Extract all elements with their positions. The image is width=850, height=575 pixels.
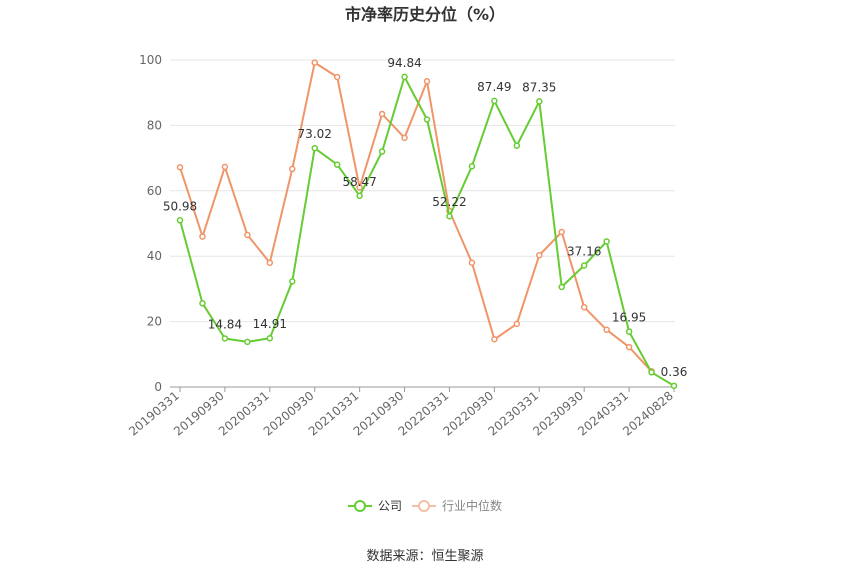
data-point[interactable] (333, 73, 341, 81)
data-point[interactable] (536, 251, 543, 259)
data-point[interactable] (266, 334, 274, 342)
data-point[interactable] (356, 184, 363, 191)
legend-label: 行业中位数 (442, 498, 502, 513)
data-point[interactable] (221, 335, 229, 342)
data-point[interactable] (468, 259, 476, 266)
data-label: 87.49 (477, 80, 511, 94)
data-point[interactable] (199, 233, 206, 240)
y-tick-label: 40 (147, 249, 162, 263)
data-source-note: 数据来源：恒生聚源 (366, 549, 483, 564)
data-label: 0.36 (661, 365, 688, 379)
x-tick-label: 20240828 (620, 389, 676, 439)
legend-marker (354, 500, 366, 512)
data-point[interactable] (244, 338, 251, 346)
data-point[interactable] (221, 163, 229, 171)
data-point[interactable] (603, 326, 610, 334)
data-point[interactable] (513, 320, 521, 328)
data-point[interactable] (176, 217, 184, 224)
data-point[interactable] (423, 116, 431, 123)
data-point[interactable] (289, 165, 296, 173)
data-point[interactable] (446, 212, 453, 220)
data-point[interactable] (311, 59, 318, 66)
grid-layer (170, 59, 675, 323)
data-label: 94.84 (387, 56, 421, 70)
series-line-0 (179, 75, 675, 387)
data-point[interactable] (423, 78, 431, 85)
data-point[interactable] (536, 98, 543, 105)
data-point[interactable] (199, 300, 206, 307)
y-tick-label: 80 (147, 118, 162, 132)
data-point[interactable] (491, 336, 498, 343)
data-point[interactable] (648, 369, 655, 376)
legend-item-1[interactable]: 行业中位数 (412, 498, 502, 513)
y-tick-label: 20 (147, 315, 162, 329)
legend-item-0[interactable]: 公司 (348, 499, 402, 513)
data-label: 16.95 (612, 311, 646, 325)
data-point[interactable] (491, 97, 498, 105)
data-point[interactable] (244, 231, 251, 239)
data-point[interactable] (468, 163, 476, 170)
series-line-1 (179, 61, 653, 372)
data-point[interactable] (670, 382, 678, 390)
series-layer (176, 59, 678, 390)
data-point[interactable] (378, 110, 386, 118)
data-label: 50.98 (163, 199, 197, 213)
data-label: 14.84 (208, 317, 242, 331)
data-label: 87.35 (522, 80, 556, 94)
y-tick-label: 0 (154, 380, 162, 394)
data-label: 14.91 (253, 317, 287, 331)
data-point[interactable] (266, 259, 274, 266)
data-point[interactable] (289, 278, 296, 285)
data-label-layer: 50.98 14.84 14.91 73.02 58.47 94.84 52.22 87.49… (163, 56, 688, 379)
data-point[interactable] (625, 343, 633, 351)
data-point[interactable] (558, 283, 565, 291)
data-point[interactable] (513, 142, 521, 149)
data-point[interactable] (176, 164, 184, 171)
data-point[interactable] (333, 161, 341, 168)
legend[interactable]: 公司 行业中位数 (348, 498, 502, 513)
data-point[interactable] (625, 328, 633, 335)
data-point[interactable] (401, 73, 408, 81)
legend-label: 公司 (378, 499, 402, 513)
data-label: 37.16 (567, 244, 601, 258)
legend-marker (418, 500, 430, 512)
data-label: 73.02 (298, 127, 332, 141)
y-tick-label: 60 (147, 184, 162, 198)
data-point[interactable] (378, 148, 386, 155)
chart-title: 市净率历史分位（%） (345, 5, 505, 24)
data-label: 52.22 (432, 195, 466, 209)
y-tick-label: 100 (139, 53, 162, 67)
data-label: 58.47 (342, 175, 376, 189)
data-point[interactable] (603, 238, 610, 245)
data-point[interactable] (401, 134, 408, 142)
data-point[interactable] (580, 262, 588, 269)
data-point[interactable] (580, 303, 588, 311)
data-point[interactable] (558, 228, 565, 236)
data-point[interactable] (311, 144, 318, 152)
data-point[interactable] (356, 192, 363, 200)
